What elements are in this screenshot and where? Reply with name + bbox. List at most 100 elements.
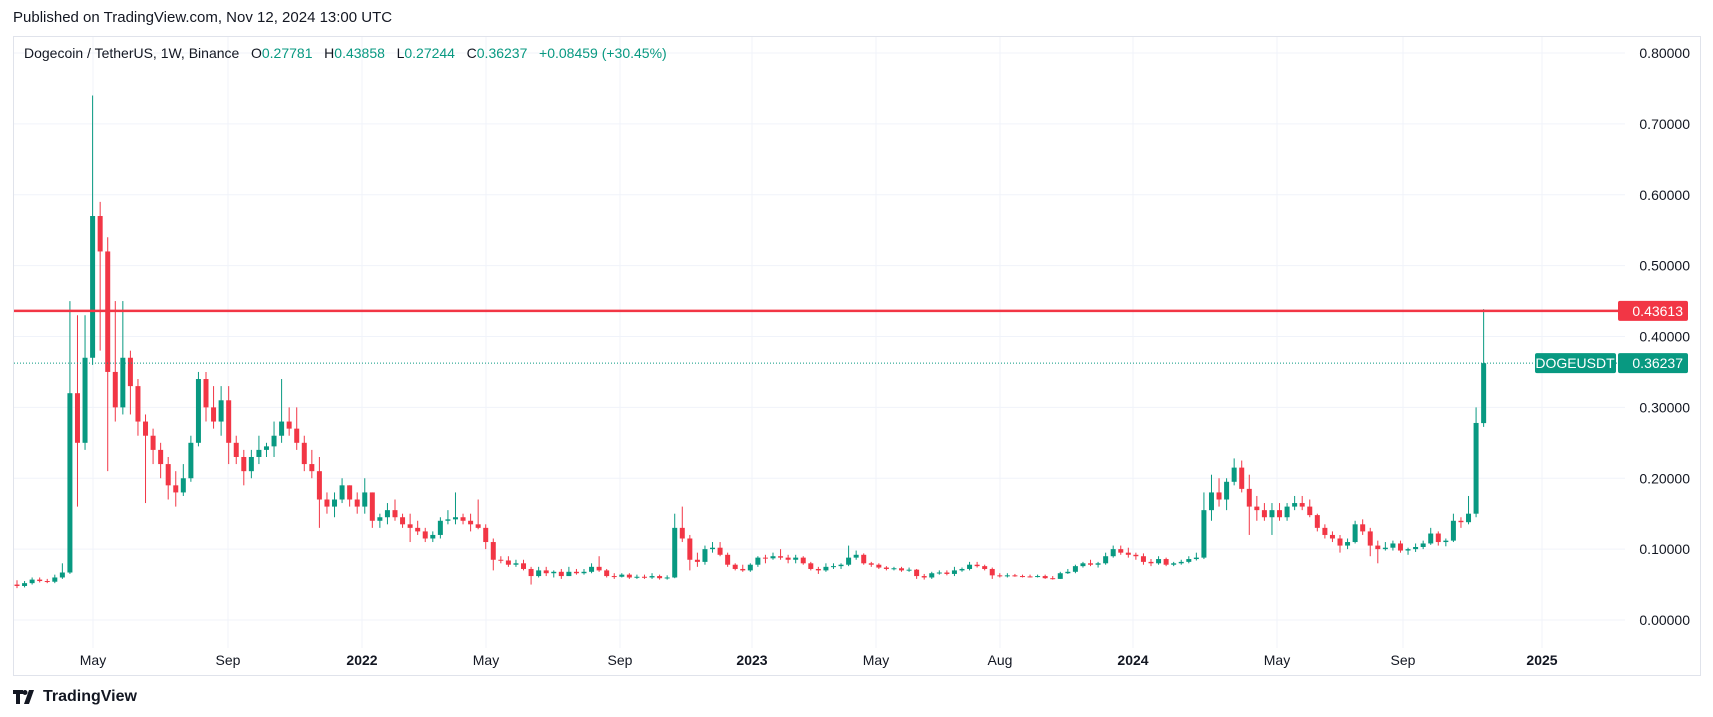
candle-body	[1156, 559, 1162, 564]
candle-body	[1322, 527, 1328, 535]
candle-body	[354, 499, 360, 507]
x-tick-label: May	[80, 652, 106, 668]
change-value: +0.08459 (+30.45%)	[539, 45, 667, 61]
candle-body	[67, 393, 73, 573]
high-value: 0.43858	[334, 45, 385, 61]
tradingview-logo[interactable]: TradingView	[13, 688, 137, 706]
candle-body	[1004, 575, 1010, 577]
candle-body	[1231, 467, 1237, 482]
candle-body	[180, 478, 186, 493]
candle-body	[120, 357, 126, 408]
candle-body	[1307, 506, 1313, 516]
candle-body	[452, 517, 458, 520]
candle-body	[422, 531, 428, 539]
candle-body	[823, 566, 829, 571]
candle-body	[1035, 576, 1041, 578]
last-price-tag	[1618, 353, 1688, 374]
symbol-legend: Dogecoin / TetherUS, 1W, Binance O0.2778…	[24, 45, 667, 61]
candle-body	[664, 577, 670, 579]
candle-body	[1171, 563, 1177, 565]
candle-body	[1458, 520, 1464, 523]
candle-body	[944, 572, 950, 574]
candle-body	[1103, 556, 1109, 564]
candle-body	[649, 576, 655, 578]
chart-pane[interactable]	[13, 36, 1701, 676]
y-tick-label: 0.80000	[1639, 45, 1690, 61]
candle-body	[619, 574, 625, 577]
y-tick-label: 0.00000	[1639, 612, 1690, 628]
candle-body	[982, 566, 988, 569]
x-tick-label: Sep	[216, 652, 241, 668]
candle-body	[1443, 540, 1449, 543]
candle-body	[1125, 552, 1131, 555]
candle-body	[407, 524, 413, 528]
last-price-label: 0.36237	[1632, 355, 1683, 371]
candle-body	[717, 547, 723, 555]
candle-body	[641, 576, 647, 578]
candle-body	[22, 583, 28, 586]
candle-body	[14, 584, 20, 586]
candle-body	[437, 520, 443, 535]
candle-body	[369, 492, 375, 521]
candle-body	[1133, 554, 1139, 557]
candle-body	[1269, 510, 1275, 518]
x-tick-label: 2025	[1526, 652, 1557, 668]
candle-body	[997, 575, 1003, 577]
symbol-title: Dogecoin / TetherUS, 1W, Binance	[24, 45, 240, 61]
symbol-tag-label: DOGEUSDT	[1535, 355, 1615, 371]
candle-body	[112, 371, 118, 408]
candle-body	[1405, 549, 1411, 551]
candle-body	[498, 559, 504, 561]
candle-body	[1163, 559, 1169, 565]
candle-body	[755, 557, 761, 565]
candle-body	[347, 485, 353, 500]
candle-body	[362, 492, 368, 507]
open-value: 0.27781	[261, 45, 313, 61]
candle-body	[838, 564, 844, 567]
candle-body	[82, 357, 88, 443]
candle-body	[793, 557, 799, 560]
candle-body	[785, 557, 791, 560]
candle-body	[914, 569, 920, 577]
candle-body	[732, 564, 738, 569]
candle-body	[165, 464, 171, 486]
candle-body	[233, 442, 239, 457]
candle-body	[1413, 546, 1419, 550]
candle-body	[286, 421, 292, 429]
y-tick-label: 0.70000	[1639, 116, 1690, 132]
candle-body	[143, 421, 149, 436]
candle-body	[1277, 510, 1283, 518]
candle-body	[309, 464, 315, 472]
candle-body	[868, 563, 874, 565]
y-tick-label: 0.60000	[1639, 187, 1690, 203]
candle-body	[974, 564, 980, 567]
candle-body	[135, 386, 141, 422]
candle-body	[740, 568, 746, 571]
x-tick-label: Sep	[608, 652, 633, 668]
candle-body	[1201, 510, 1207, 558]
candle-body	[271, 435, 277, 447]
candle-body	[195, 379, 201, 443]
candle-body	[150, 435, 156, 450]
x-tick-label: May	[1264, 652, 1290, 668]
candle-body	[59, 572, 65, 578]
candle-body	[263, 446, 269, 450]
candle-body	[445, 519, 451, 521]
candle-body	[1140, 556, 1146, 562]
candle-body	[158, 449, 164, 465]
candle-body	[256, 449, 262, 457]
candle-body	[1420, 543, 1426, 547]
candle-body	[589, 566, 595, 572]
candle-body	[770, 556, 776, 559]
candle-body	[505, 560, 511, 565]
y-tick-label: 0.50000	[1639, 258, 1690, 274]
candle-body	[1224, 481, 1230, 500]
x-tick-label: May	[473, 652, 499, 668]
y-tick-label: 0.30000	[1639, 399, 1690, 415]
candle-body	[906, 569, 912, 571]
candle-body	[959, 568, 965, 571]
candle-body	[846, 557, 852, 565]
y-tick-label: 0.40000	[1639, 329, 1690, 345]
candle-body	[1050, 578, 1056, 580]
